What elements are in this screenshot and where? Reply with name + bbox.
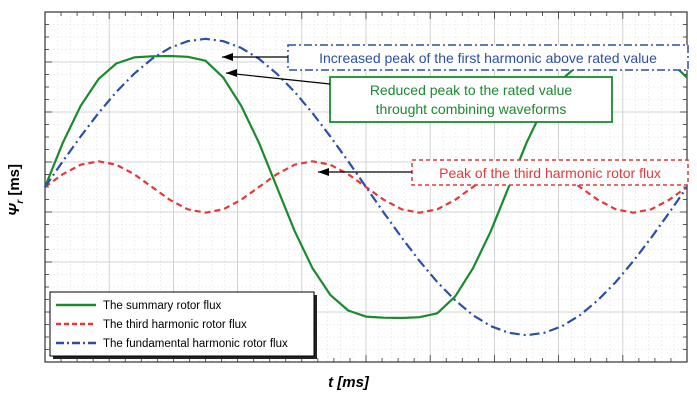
y-label-sub: r bbox=[15, 199, 26, 204]
annotation-arrow-third-harmonic-head bbox=[318, 168, 329, 176]
annotation-reduced-peak-line2: throught combining waveforms bbox=[376, 101, 567, 117]
annotation-first-harmonic: Increased peak of the first harmonic abo… bbox=[319, 50, 657, 66]
annotation-third-harmonic: Peak of the third harmonic rotor flux bbox=[439, 165, 661, 181]
annotation-box-reduced-peak bbox=[329, 76, 613, 123]
legend: The summary rotor flux The third harmonic… bbox=[49, 291, 317, 359]
annotation-arrow-first-harmonic-head bbox=[222, 53, 233, 61]
legend-item-summary: The summary rotor flux bbox=[103, 300, 221, 312]
annotation-arrow-reduced-peak bbox=[225, 72, 331, 85]
legend-box bbox=[49, 291, 315, 357]
third-harmonic-line bbox=[44, 160, 688, 214]
x-axis-label: t [ms] bbox=[328, 374, 369, 391]
legend-item-third-harmonic: The third harmonic rotor flux bbox=[103, 319, 247, 331]
y-label-symbol: Ψ bbox=[6, 203, 23, 216]
annotation-reduced-peak-line1: Reduced peak to the rated value bbox=[370, 82, 573, 98]
fundamental-harmonic-line bbox=[44, 37, 688, 337]
y-axis-label: Ψr [ms] bbox=[6, 164, 26, 216]
legend-item-fundamental: The fundamental harmonic rotor flux bbox=[103, 338, 288, 350]
annotation-arrow-reduced-peak-head bbox=[226, 69, 237, 77]
annotations: Increased peak of the first harmonic abo… bbox=[222, 44, 689, 186]
chart: Increased peak of the first harmonic abo… bbox=[43, 11, 689, 363]
y-label-unit: [ms] bbox=[6, 164, 23, 196]
annotation-box-third-harmonic bbox=[411, 159, 689, 186]
svg-text:Ψr[ms]: Ψr [ms] bbox=[6, 164, 26, 216]
